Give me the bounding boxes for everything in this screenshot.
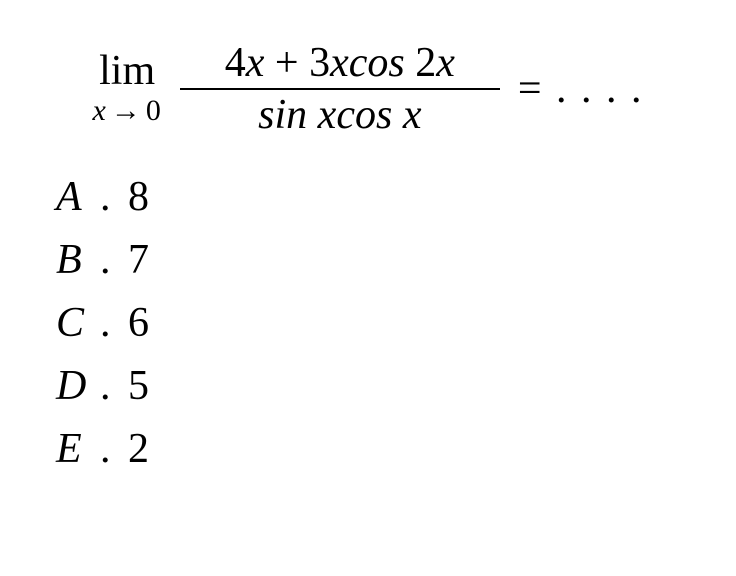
num-x2: x bbox=[330, 40, 349, 86]
option-d: D . 5 bbox=[56, 355, 686, 418]
option-letter: C bbox=[56, 292, 100, 355]
option-dot: . bbox=[100, 292, 128, 355]
num-cos: cos bbox=[349, 40, 416, 86]
arrow-icon: → bbox=[107, 94, 146, 128]
fraction: 4x + 3xcos 2x sin xcos x bbox=[180, 40, 500, 138]
option-value: 5 bbox=[128, 355, 149, 418]
option-e: E . 2 bbox=[56, 418, 686, 481]
lim-var: x bbox=[92, 94, 106, 127]
option-dot: . bbox=[100, 355, 128, 418]
option-value: 7 bbox=[128, 229, 149, 292]
option-a: A . 8 bbox=[56, 166, 686, 229]
equals-sign: = bbox=[518, 66, 556, 112]
option-letter: A bbox=[56, 166, 100, 229]
equals-and-dots: = . . . . bbox=[518, 65, 644, 113]
option-letter: D bbox=[56, 355, 100, 418]
option-value: 2 bbox=[128, 418, 149, 481]
option-c: C . 6 bbox=[56, 292, 686, 355]
lim-to: 0 bbox=[146, 94, 162, 127]
denominator: sin xcos x bbox=[250, 90, 429, 138]
num-coef-a: 4 bbox=[225, 40, 246, 86]
lim-subscript: x→0 bbox=[92, 94, 161, 128]
option-value: 6 bbox=[128, 292, 149, 355]
limit-operator: lim x→0 bbox=[92, 50, 161, 128]
numerator: 4x + 3xcos 2x bbox=[217, 40, 463, 88]
num-x3: x bbox=[436, 40, 455, 86]
lim-text: lim bbox=[99, 50, 155, 92]
option-value: 8 bbox=[128, 166, 149, 229]
den-cos: cos bbox=[336, 92, 403, 138]
num-coef-b: 3 bbox=[309, 40, 330, 86]
num-coef-c: 2 bbox=[415, 40, 436, 86]
ellipsis-dots: . . . . bbox=[556, 66, 644, 112]
answer-options: A . 8 B . 7 C . 6 D . 5 E . 2 bbox=[56, 166, 686, 481]
option-dot: . bbox=[100, 229, 128, 292]
num-plus: + bbox=[264, 40, 309, 86]
option-b: B . 7 bbox=[56, 229, 686, 292]
option-dot: . bbox=[100, 166, 128, 229]
option-letter: B bbox=[56, 229, 100, 292]
den-x2: x bbox=[403, 92, 422, 138]
den-x1: x bbox=[318, 92, 337, 138]
num-x1: x bbox=[246, 40, 265, 86]
limit-equation: lim x→0 4x + 3xcos 2x sin xcos x = . . .… bbox=[50, 40, 686, 138]
option-letter: E bbox=[56, 418, 100, 481]
option-dot: . bbox=[100, 418, 128, 481]
den-sin: sin bbox=[258, 92, 318, 138]
